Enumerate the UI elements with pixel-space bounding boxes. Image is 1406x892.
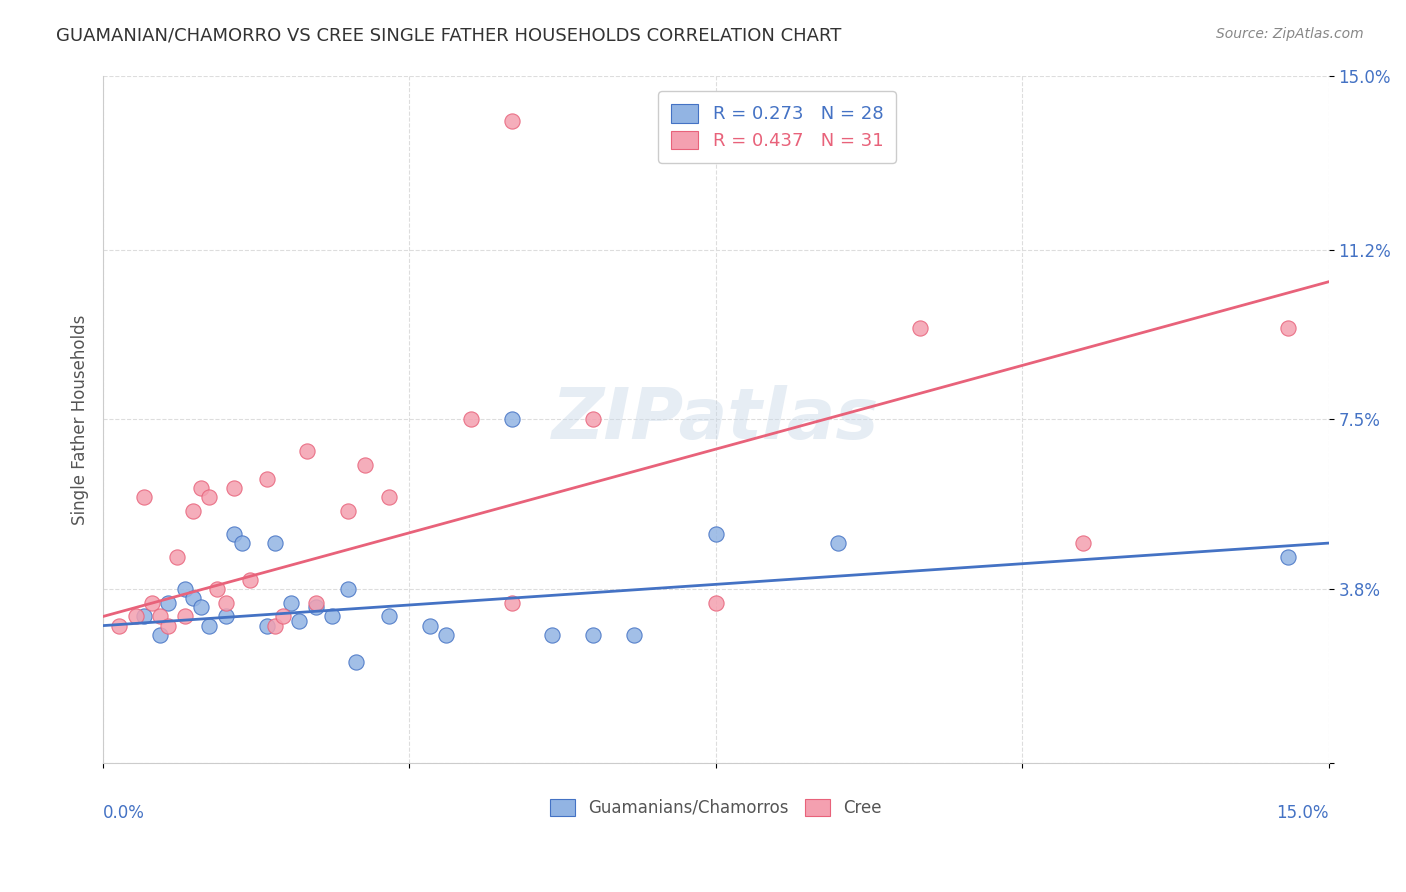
Point (181, 591, 204, 606)
Text: 15.0%: 15.0% (1277, 805, 1329, 822)
Point (344, 655, 367, 669)
Point (198, 490, 221, 504)
Y-axis label: Single Father Households: Single Father Households (72, 314, 89, 524)
Point (1073, 536, 1095, 550)
Point (280, 596, 302, 610)
Point (297, 444, 319, 458)
Point (239, 573, 262, 587)
Point (207, 582, 229, 596)
Point (222, 481, 245, 495)
Point (623, 628, 645, 642)
Point (132, 609, 155, 624)
Point (256, 472, 278, 486)
Point (582, 628, 605, 642)
Point (908, 320, 931, 334)
Point (141, 596, 163, 610)
Point (190, 600, 212, 615)
Point (304, 596, 326, 610)
Point (125, 609, 148, 624)
Point (231, 536, 253, 550)
Point (434, 628, 457, 642)
Point (271, 609, 294, 624)
Point (215, 596, 238, 610)
Text: 0.0%: 0.0% (103, 805, 145, 822)
Point (263, 618, 285, 632)
Text: Source: ZipAtlas.com: Source: ZipAtlas.com (1216, 27, 1364, 41)
Legend: Guamanians/Chamorros, Cree: Guamanians/Chamorros, Cree (543, 792, 889, 823)
Point (321, 609, 343, 624)
Point (173, 582, 195, 596)
Point (501, 596, 523, 610)
Point (337, 504, 360, 518)
Point (378, 609, 401, 624)
Point (190, 481, 212, 495)
Point (501, 114, 523, 128)
Point (378, 490, 401, 504)
Point (419, 618, 441, 632)
Text: ZIPatlas: ZIPatlas (553, 384, 880, 454)
Point (263, 536, 285, 550)
Point (149, 628, 172, 642)
Point (132, 490, 155, 504)
Point (149, 609, 172, 624)
Point (198, 618, 221, 632)
Point (1277, 549, 1299, 564)
Point (827, 536, 849, 550)
Point (704, 527, 727, 541)
Point (215, 609, 238, 624)
Point (501, 412, 523, 426)
Point (173, 609, 195, 624)
Point (304, 600, 326, 615)
Point (337, 582, 360, 596)
Point (582, 412, 605, 426)
Point (256, 618, 278, 632)
Point (541, 628, 564, 642)
Point (288, 614, 311, 628)
Point (704, 596, 727, 610)
Point (166, 549, 188, 564)
Point (460, 412, 482, 426)
Point (1277, 320, 1299, 334)
Point (157, 596, 180, 610)
Text: GUAMANIAN/CHAMORRO VS CREE SINGLE FATHER HOUSEHOLDS CORRELATION CHART: GUAMANIAN/CHAMORRO VS CREE SINGLE FATHER… (56, 27, 842, 45)
Point (181, 504, 204, 518)
Point (108, 618, 131, 632)
Point (353, 458, 375, 472)
Point (222, 527, 245, 541)
Point (157, 618, 180, 632)
